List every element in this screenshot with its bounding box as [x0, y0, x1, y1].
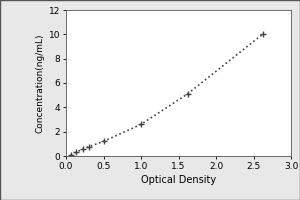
- X-axis label: Optical Density: Optical Density: [141, 175, 216, 185]
- Y-axis label: Concentration(ng/mL): Concentration(ng/mL): [36, 33, 45, 133]
